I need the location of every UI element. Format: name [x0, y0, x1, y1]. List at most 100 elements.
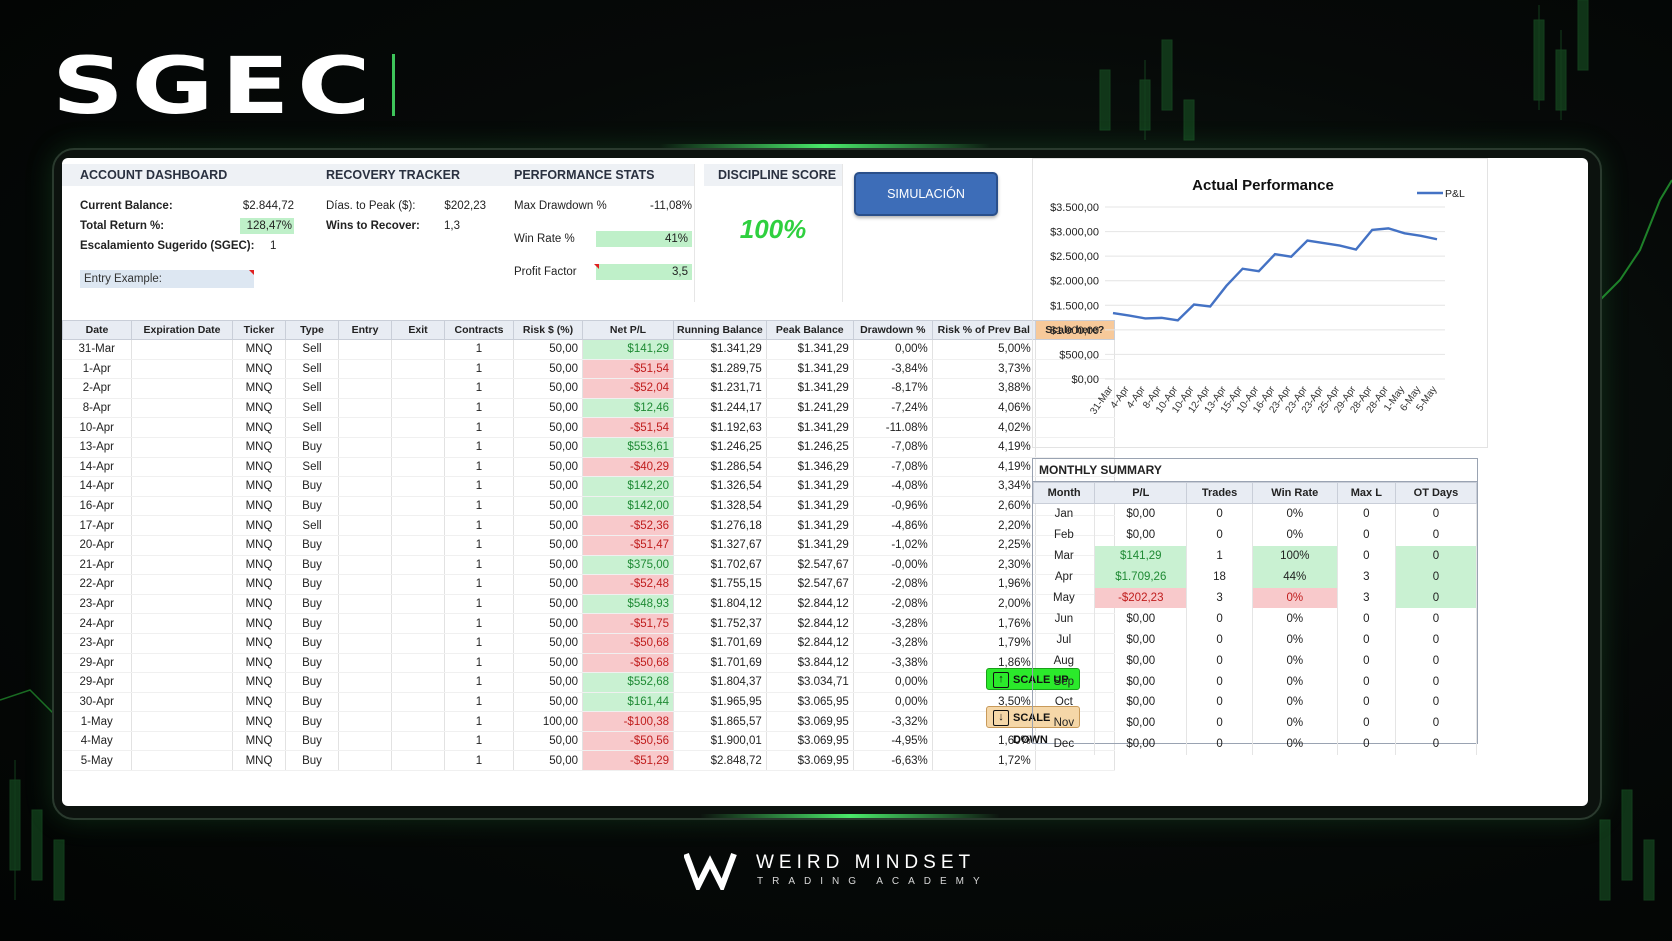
summary-cell-d[interactable]: 0	[1395, 629, 1478, 651]
cell-riskpct[interactable]: 4,02%	[932, 417, 1036, 438]
cell-riskpct[interactable]: 2,30%	[932, 555, 1036, 576]
cell-riskpct[interactable]: 2,20%	[932, 515, 1036, 536]
cell-date[interactable]: 29-Apr	[62, 653, 132, 674]
total-return-value[interactable]: 128,47%	[240, 218, 294, 234]
cell-riskpct[interactable]: 2,60%	[932, 496, 1036, 517]
cell-empty[interactable]	[338, 555, 392, 576]
summary-cell-m[interactable]: Jul	[1033, 629, 1096, 651]
cell-running[interactable]: $1.276,18	[673, 515, 767, 536]
cell-riskpct[interactable]: 4,06%	[932, 398, 1036, 419]
cell-riskpct[interactable]: 4,19%	[932, 457, 1036, 478]
cell-contracts[interactable]: 1	[444, 339, 514, 360]
cell-contracts[interactable]: 1	[444, 496, 514, 517]
cell-peak[interactable]: $3.069,95	[766, 750, 854, 772]
cell-ticker[interactable]: MNQ	[232, 672, 286, 693]
cell-empty[interactable]	[1035, 378, 1115, 399]
cell-risk[interactable]: 50,00	[513, 457, 583, 478]
cell-empty[interactable]	[131, 750, 233, 772]
cell-risk[interactable]: 50,00	[513, 476, 583, 497]
cell-contracts[interactable]: 1	[444, 359, 514, 380]
cell-dd[interactable]: -2,08%	[853, 594, 933, 615]
cell-ticker[interactable]: MNQ	[232, 437, 286, 458]
cell-empty[interactable]	[1035, 457, 1115, 478]
cell-dd[interactable]: -1,02%	[853, 535, 933, 556]
cell-risk[interactable]: 50,00	[513, 535, 583, 556]
cell-dd[interactable]: 0,00%	[853, 339, 933, 360]
cell-running[interactable]: $1.341,29	[673, 339, 767, 360]
summary-cell-pl[interactable]: $0,00	[1094, 650, 1188, 672]
cell-type[interactable]: Buy	[285, 692, 339, 713]
cell-type[interactable]: Sell	[285, 515, 339, 536]
cell-ticker[interactable]: MNQ	[232, 515, 286, 536]
summary-cell-pl[interactable]: $0,00	[1094, 608, 1188, 630]
cell-empty[interactable]	[391, 496, 445, 517]
cell-empty[interactable]	[391, 653, 445, 674]
cell-date[interactable]: 17-Apr	[62, 515, 132, 536]
cell-ticker[interactable]: MNQ	[232, 633, 286, 654]
cell-pl[interactable]: $161,44	[582, 692, 674, 713]
cell-running[interactable]: $1.326,54	[673, 476, 767, 497]
cell-risk[interactable]: 50,00	[513, 731, 583, 752]
cell-contracts[interactable]: 1	[444, 417, 514, 438]
summary-cell-t[interactable]: 0	[1186, 524, 1253, 546]
cell-ticker[interactable]: MNQ	[232, 496, 286, 517]
cell-running[interactable]: $1.286,54	[673, 457, 767, 478]
cell-date[interactable]: 14-Apr	[62, 476, 132, 497]
entry-example-field[interactable]: Entry Example:	[80, 270, 254, 288]
cell-contracts[interactable]: 1	[444, 437, 514, 458]
summary-cell-d[interactable]: 0	[1395, 692, 1478, 713]
cell-risk[interactable]: 50,00	[513, 574, 583, 595]
summary-cell-m[interactable]: Dec	[1033, 733, 1096, 755]
cell-type[interactable]: Sell	[285, 378, 339, 399]
win-rate-value[interactable]: 41%	[596, 231, 692, 247]
cell-type[interactable]: Buy	[285, 574, 339, 595]
cell-type[interactable]: Sell	[285, 457, 339, 478]
cell-empty[interactable]	[391, 437, 445, 458]
summary-cell-t[interactable]: 0	[1186, 692, 1253, 713]
cell-pl[interactable]: -$51,54	[582, 417, 674, 438]
cell-empty[interactable]	[338, 398, 392, 419]
cell-empty[interactable]	[131, 496, 233, 517]
cell-type[interactable]: Buy	[285, 535, 339, 556]
cell-empty[interactable]	[338, 359, 392, 380]
cell-empty[interactable]	[1035, 750, 1115, 772]
cell-dd[interactable]: -0,00%	[853, 555, 933, 576]
summary-cell-d[interactable]: 0	[1395, 650, 1478, 672]
summary-cell-l[interactable]: 0	[1337, 608, 1396, 630]
cell-riskpct[interactable]: 5,00%	[932, 339, 1036, 360]
summary-cell-l[interactable]: 0	[1337, 692, 1396, 713]
cell-pl[interactable]: -$52,04	[582, 378, 674, 399]
cell-empty[interactable]	[131, 437, 233, 458]
cell-pl[interactable]: -$50,68	[582, 653, 674, 674]
cell-running[interactable]: $1.289,75	[673, 359, 767, 380]
cell-peak[interactable]: $2.844,12	[766, 633, 854, 654]
cell-risk[interactable]: 50,00	[513, 594, 583, 615]
cell-dd[interactable]: -3,38%	[853, 653, 933, 674]
cell-ticker[interactable]: MNQ	[232, 711, 286, 732]
cell-peak[interactable]: $2.547,67	[766, 555, 854, 576]
cell-date[interactable]: 16-Apr	[62, 496, 132, 517]
cell-empty[interactable]	[338, 711, 392, 732]
cell-risk[interactable]: 50,00	[513, 613, 583, 634]
cell-riskpct[interactable]: 3,73%	[932, 359, 1036, 380]
summary-cell-w[interactable]: 0%	[1252, 503, 1338, 525]
summary-cell-pl[interactable]: $0,00	[1094, 524, 1188, 546]
cell-dd[interactable]: -3,28%	[853, 633, 933, 654]
cell-ticker[interactable]: MNQ	[232, 378, 286, 399]
cell-pl[interactable]: $375,00	[582, 555, 674, 576]
cell-peak[interactable]: $1.341,29	[766, 339, 854, 360]
summary-cell-w[interactable]: 0%	[1252, 712, 1338, 734]
summary-cell-l[interactable]: 0	[1337, 629, 1396, 651]
cell-empty[interactable]	[391, 750, 445, 772]
performance-chart[interactable]: Actual Performance $0,00 $500,00 $1.000,00…	[1032, 158, 1488, 448]
summary-cell-pl[interactable]: $0,00	[1094, 503, 1188, 525]
cell-contracts[interactable]: 1	[444, 633, 514, 654]
cell-dd[interactable]: -3,84%	[853, 359, 933, 380]
cell-type[interactable]: Buy	[285, 437, 339, 458]
cell-pl[interactable]: -$51,75	[582, 613, 674, 634]
cell-pl[interactable]: -$40,29	[582, 457, 674, 478]
summary-cell-l[interactable]: 3	[1337, 587, 1396, 609]
cell-empty[interactable]	[338, 594, 392, 615]
summary-cell-l[interactable]: 0	[1337, 524, 1396, 546]
summary-cell-d[interactable]: 0	[1395, 503, 1478, 525]
